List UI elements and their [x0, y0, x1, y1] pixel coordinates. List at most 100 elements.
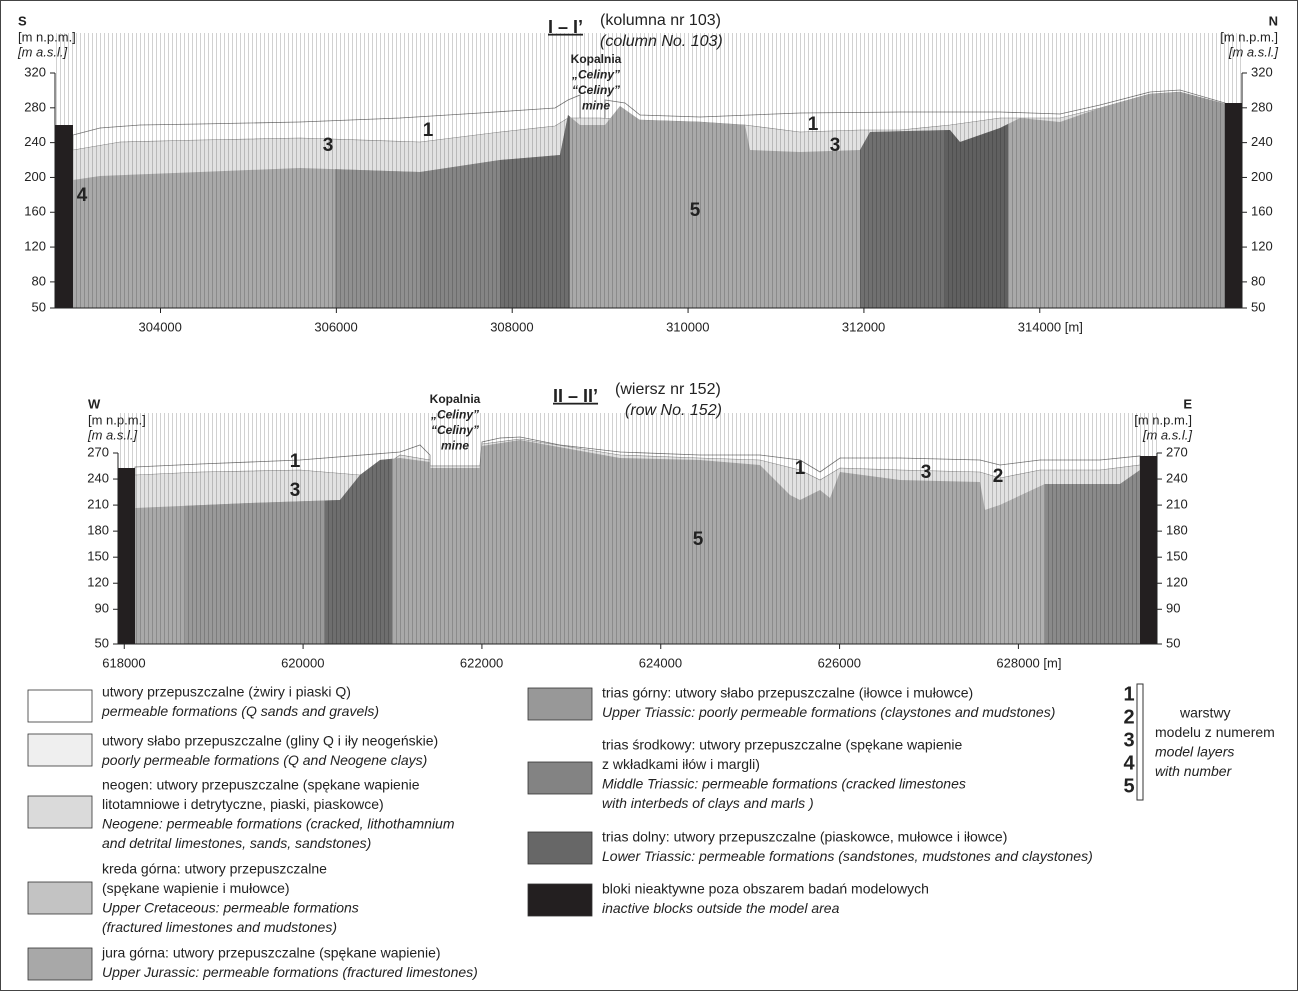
- legend-text: Upper Triassic: poorly permeable formati…: [602, 704, 1055, 720]
- legend-text: z wkładkami iłów i margli): [602, 756, 760, 772]
- legend-text: jura górna: utwory przepuszczalne (spęka…: [101, 945, 441, 961]
- inactive-block: [118, 468, 135, 644]
- layer-index: 2: [1123, 706, 1134, 728]
- y-tick-label: 120: [1251, 239, 1273, 254]
- mine-label: „Celiny”: [571, 68, 620, 82]
- legend-text: Middle Triassic: permeable formations (c…: [602, 776, 966, 792]
- legend-text: Lower Triassic: permeable formations (sa…: [602, 848, 1093, 864]
- y-tick-label: 120: [87, 575, 109, 590]
- y-tick-label: 120: [1166, 575, 1188, 590]
- unit: [m n.p.m.]: [88, 412, 146, 427]
- direction: N: [1269, 13, 1278, 28]
- y-tick-label: 200: [24, 169, 46, 184]
- legend-swatch: [528, 688, 592, 720]
- legend-text: inactive blocks outside the model area: [602, 900, 840, 916]
- layer-note: with number: [1155, 763, 1233, 779]
- y-tick-label: 50: [32, 299, 46, 314]
- legend-text: poorly permeable formations (Q and Neoge…: [101, 752, 427, 768]
- section-title: (kolumna nr 103): [600, 12, 721, 29]
- layer-number: 3: [323, 135, 334, 156]
- legend-text: utwory słabo przepuszczalne (gliny Q i i…: [102, 733, 438, 749]
- x-tick-label: 308000: [490, 319, 533, 334]
- section-title: (wiersz nr 152): [615, 381, 721, 398]
- y-tick-label: 210: [87, 497, 109, 512]
- mine-label: „Celiny”: [430, 408, 479, 422]
- direction: S: [18, 13, 27, 28]
- figure: 5050808012012016016020020024024028028032…: [0, 0, 1298, 991]
- mine-label: Kopalnia: [430, 392, 481, 406]
- x-tick-label: 622000: [460, 655, 503, 670]
- layer-index: 4: [1123, 752, 1135, 774]
- legend-text: trias dolny: utwory przepuszczalne (pias…: [602, 829, 1007, 845]
- layer-note: model layers: [1155, 744, 1234, 760]
- legend-swatch: [28, 734, 92, 766]
- inactive-block: [1225, 103, 1242, 308]
- y-tick-label: 80: [32, 273, 46, 288]
- x-tick-label: 628000 [m]: [996, 655, 1061, 670]
- legend-swatch: [28, 882, 92, 914]
- y-tick-label: 160: [1251, 204, 1273, 219]
- legend-text: Upper Cretaceous: permeable formations: [102, 900, 359, 916]
- legend-text: neogen: utwory przepuszczalne (spękane w…: [102, 777, 420, 793]
- layer-number: 3: [830, 135, 841, 156]
- unit: [m a.s.l.]: [1142, 427, 1193, 442]
- y-tick-label: 150: [1166, 549, 1188, 564]
- legend-text: kreda górna: utwory przepuszczalne: [102, 861, 327, 877]
- legend-text: litotamniowe i detrytyczne, piaski, pias…: [102, 796, 384, 812]
- section-title: (row No. 152): [625, 402, 722, 419]
- mine-label: Kopalnia: [571, 52, 622, 66]
- x-tick-label: 314000 [m]: [1018, 319, 1083, 334]
- unit: [m a.s.l.]: [1228, 44, 1279, 59]
- y-tick-label: 200: [1251, 169, 1273, 184]
- y-tick-label: 150: [87, 549, 109, 564]
- y-tick-label: 280: [1251, 99, 1273, 114]
- layer-index: 3: [1123, 729, 1134, 751]
- legend-text: (spękane wapienie i mułowce): [102, 880, 290, 896]
- y-tick-label: 240: [1166, 470, 1188, 485]
- legend-text: permeable formations (Q sands and gravel…: [101, 703, 379, 719]
- unit: [m n.p.m.]: [1220, 29, 1278, 44]
- x-tick-label: 624000: [639, 655, 682, 670]
- unit: [m n.p.m.]: [18, 29, 76, 44]
- layer-note: warstwy: [1179, 705, 1231, 721]
- mine-label: “Celiny”: [431, 423, 479, 437]
- layer-number: 3: [921, 462, 932, 483]
- legend-swatch: [28, 796, 92, 828]
- texture: [118, 413, 1157, 644]
- layer-number: 1: [795, 458, 806, 479]
- y-tick-label: 90: [1166, 601, 1180, 616]
- x-tick-label: 304000: [139, 319, 182, 334]
- unit: [m n.p.m.]: [1134, 412, 1192, 427]
- legend-text: Upper Jurassic: permeable formations (fr…: [102, 964, 478, 980]
- direction: W: [88, 396, 101, 411]
- layer-number: 2: [993, 466, 1004, 487]
- section-code: II – II’: [553, 386, 598, 406]
- inactive-block: [1140, 456, 1157, 644]
- y-tick-label: 50: [1251, 299, 1265, 314]
- layer-note: modelu z numerem: [1155, 724, 1275, 740]
- y-tick-label: 320: [24, 64, 46, 79]
- y-tick-label: 240: [1251, 134, 1273, 149]
- x-tick-label: 626000: [818, 655, 861, 670]
- x-tick-label: 306000: [314, 319, 357, 334]
- y-tick-label: 180: [87, 523, 109, 538]
- section-title: (column No. 103): [600, 33, 723, 50]
- inactive-block: [55, 125, 73, 308]
- x-tick-label: 310000: [666, 319, 709, 334]
- x-tick-label: 618000: [102, 655, 145, 670]
- legend-text: trias górny: utwory słabo przepuszczalne…: [602, 685, 973, 701]
- y-tick-label: 160: [24, 204, 46, 219]
- layer-number: 1: [808, 114, 819, 135]
- y-tick-label: 80: [1251, 273, 1265, 288]
- legend-swatch: [528, 832, 592, 864]
- y-tick-label: 240: [24, 134, 46, 149]
- legend-text: utwory przepuszczalne (żwiry i piaski Q): [102, 684, 351, 700]
- y-tick-label: 320: [1251, 64, 1273, 79]
- y-tick-label: 90: [95, 601, 109, 616]
- y-tick-label: 50: [1166, 635, 1180, 650]
- unit: [m a.s.l.]: [87, 427, 138, 442]
- y-tick-label: 270: [1166, 444, 1188, 459]
- unit: [m a.s.l.]: [17, 44, 68, 59]
